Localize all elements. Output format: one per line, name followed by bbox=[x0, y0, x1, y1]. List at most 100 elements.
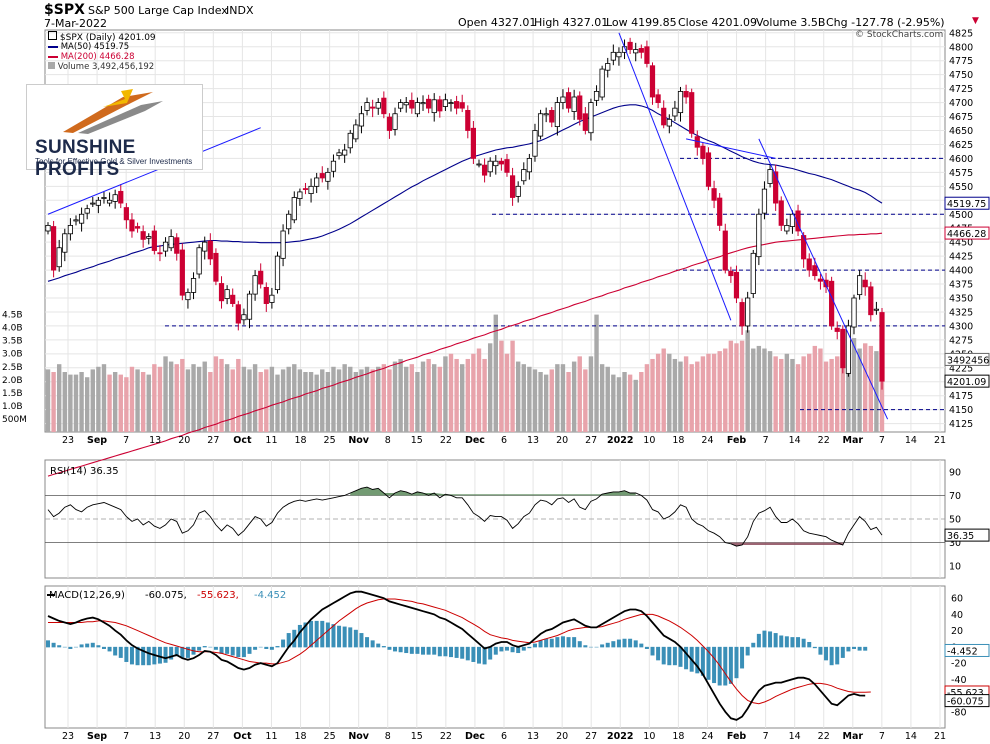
down-arrow-icon: ▼ bbox=[972, 16, 979, 26]
candle-body bbox=[370, 106, 376, 109]
candle-body bbox=[465, 110, 471, 131]
candle-body bbox=[314, 177, 320, 187]
macd-histogram-bar bbox=[264, 646, 269, 649]
candle-body bbox=[375, 102, 381, 109]
volume-bar bbox=[224, 364, 230, 432]
volume-bar bbox=[448, 353, 454, 432]
macd-histogram-bar bbox=[756, 633, 761, 648]
candle-body bbox=[101, 197, 107, 199]
price-tick-label: 4300 bbox=[949, 321, 973, 332]
macd-histogram-bar bbox=[622, 638, 627, 648]
rsi-line bbox=[47, 486, 883, 547]
volume-bar bbox=[762, 348, 767, 432]
moving-averages bbox=[47, 104, 883, 477]
volume-bar bbox=[135, 369, 140, 432]
candle-body bbox=[90, 202, 96, 205]
macd-histogram-bar bbox=[605, 642, 610, 648]
candlesticks bbox=[45, 37, 885, 390]
time-tick-label: 22 bbox=[818, 731, 830, 742]
volume-bar bbox=[297, 369, 303, 432]
candle-body bbox=[67, 225, 73, 235]
volume-bar bbox=[639, 372, 644, 432]
candle-body bbox=[672, 107, 678, 117]
candle-body bbox=[515, 185, 521, 197]
macd-histogram-bar bbox=[286, 633, 291, 648]
candle-body bbox=[756, 213, 762, 258]
volume-bar bbox=[611, 374, 616, 432]
candle-body bbox=[134, 226, 141, 229]
macd-histogram-bar bbox=[225, 646, 230, 654]
macd-histogram-bar bbox=[258, 646, 263, 648]
candle-body bbox=[789, 213, 796, 227]
volume-bar bbox=[112, 372, 118, 432]
volume-bar bbox=[851, 338, 857, 432]
volume-bar bbox=[739, 340, 745, 432]
candle-body bbox=[112, 194, 118, 202]
time-tick-label: 21 bbox=[934, 435, 946, 446]
candle-body bbox=[857, 275, 863, 296]
macd-histogram-bar bbox=[157, 646, 162, 664]
candle-body bbox=[627, 41, 633, 50]
macd-histogram-bar bbox=[409, 646, 414, 654]
macd-histogram-bar bbox=[443, 646, 448, 657]
candle-legend-icon bbox=[48, 31, 57, 40]
time-tick-label: 2022 bbox=[607, 731, 633, 742]
volume-bar bbox=[846, 340, 851, 432]
volume-bar bbox=[538, 372, 543, 432]
time-tick-label: 13 bbox=[527, 731, 539, 742]
time-tick-label: 10 bbox=[643, 435, 655, 446]
candle-body bbox=[722, 230, 728, 271]
time-tick-label: 10 bbox=[643, 731, 655, 742]
macd-tick-label: 60 bbox=[951, 594, 963, 605]
volume-bar bbox=[146, 374, 151, 432]
macd-histogram-bar bbox=[421, 646, 426, 655]
macd-histogram-bar bbox=[695, 646, 700, 674]
rsi-tick-label: 90 bbox=[949, 467, 961, 478]
volume-bar bbox=[605, 366, 610, 432]
volume-bar bbox=[499, 340, 504, 432]
volume-bar bbox=[700, 356, 706, 432]
macd-histogram-bar bbox=[700, 646, 705, 676]
candle-body bbox=[683, 91, 689, 98]
macd-title: MACD(12,26,9) bbox=[49, 590, 125, 601]
trendline bbox=[618, 32, 732, 321]
macd-histogram-bar bbox=[169, 646, 174, 660]
time-tick-label: 7 bbox=[763, 731, 769, 742]
price-tick-label: 4350 bbox=[949, 294, 973, 305]
volume-bar bbox=[387, 369, 392, 432]
candle-body bbox=[549, 110, 555, 123]
price-tick-label: 4650 bbox=[949, 126, 973, 137]
volume-bar bbox=[784, 353, 790, 432]
volume-bar bbox=[45, 369, 51, 432]
time-tick-label: Mar bbox=[843, 435, 864, 446]
time-tick-label: 15 bbox=[411, 731, 423, 742]
candle-body bbox=[711, 188, 717, 201]
macd-histogram-bar bbox=[163, 646, 168, 663]
macd-histogram-bar bbox=[824, 646, 829, 661]
macd-histogram-bar bbox=[303, 622, 308, 648]
volume-bar bbox=[482, 358, 487, 432]
volume-bar bbox=[683, 356, 689, 432]
trendline bbox=[758, 138, 889, 420]
volume-bar bbox=[398, 358, 403, 432]
volume-bar bbox=[420, 361, 426, 432]
macd-histogram-bar bbox=[197, 646, 202, 651]
candle-body bbox=[241, 314, 247, 321]
volume-bar bbox=[191, 364, 196, 432]
macd-histogram-bar bbox=[437, 646, 442, 657]
volume-bar bbox=[667, 353, 672, 432]
macd-histogram-bar bbox=[493, 646, 498, 655]
volume-bar bbox=[868, 345, 874, 432]
macd-histogram-bar bbox=[85, 643, 90, 648]
grid-lines bbox=[45, 30, 945, 728]
candle-body bbox=[845, 325, 852, 374]
volume-bar bbox=[140, 372, 146, 432]
macd-histogram-bar bbox=[331, 624, 336, 648]
volume-bar bbox=[678, 361, 683, 432]
candle-body bbox=[537, 113, 544, 137]
macd-histogram-bar bbox=[611, 641, 616, 648]
candle-body bbox=[230, 294, 236, 304]
candle-body bbox=[129, 219, 135, 232]
open-value: Open 4327.01 bbox=[458, 16, 537, 29]
volume-bar bbox=[213, 356, 219, 432]
